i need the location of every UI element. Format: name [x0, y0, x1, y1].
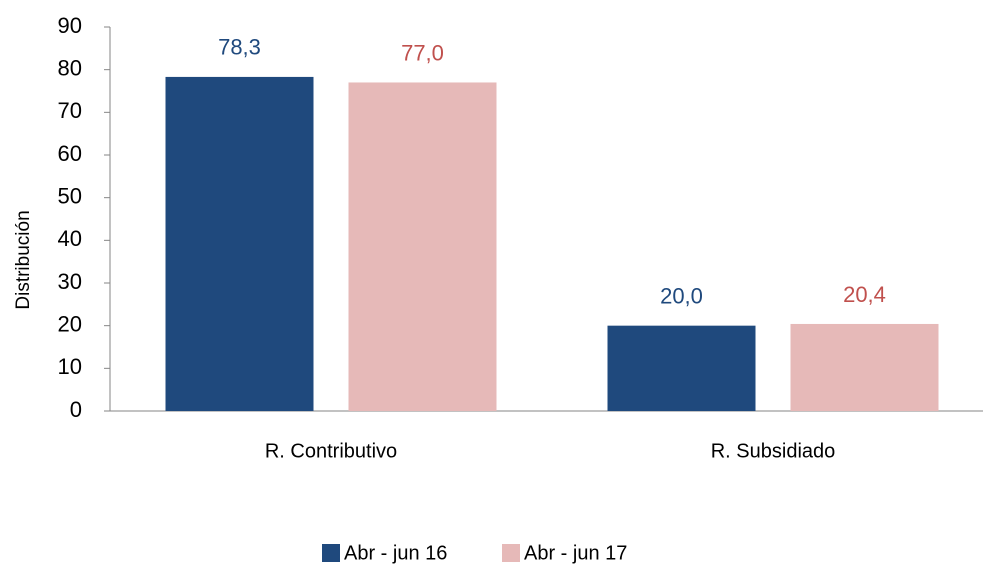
- value-label: 20,0: [660, 283, 703, 308]
- value-label: 78,3: [218, 35, 261, 60]
- bar: [790, 323, 939, 411]
- x-tick-label: R. Contributivo: [265, 440, 397, 462]
- bar: [165, 76, 314, 412]
- y-tick-label: 50: [58, 183, 82, 208]
- y-tick-label: 70: [58, 98, 82, 123]
- y-tick-label: 90: [58, 13, 82, 38]
- y-tick-label: 10: [58, 354, 82, 379]
- bar: [607, 325, 756, 411]
- y-axis-label: Distribución: [13, 210, 34, 309]
- legend-label: Abr - jun 16: [344, 542, 447, 564]
- y-tick-label: 40: [58, 226, 82, 251]
- x-tick-label: R. Subsidiado: [711, 440, 836, 462]
- y-tick-label: 60: [58, 141, 82, 166]
- value-label: 20,4: [843, 282, 886, 307]
- legend-swatch: [322, 544, 340, 562]
- bar: [348, 82, 497, 411]
- legend-label: Abr - jun 17: [524, 542, 627, 564]
- y-tick-label: 0: [70, 397, 82, 422]
- y-tick-label: 30: [58, 269, 82, 294]
- y-tick-label: 20: [58, 311, 82, 336]
- y-tick-label: 80: [58, 55, 82, 80]
- legend-swatch: [502, 544, 520, 562]
- value-label: 77,0: [401, 40, 444, 65]
